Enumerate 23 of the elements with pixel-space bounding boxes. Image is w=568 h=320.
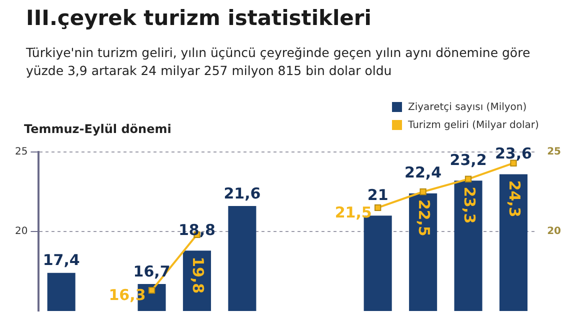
data-label: 24,3: [506, 180, 524, 218]
data-label: 17,4: [42, 251, 80, 270]
data-label: 19,8: [189, 256, 208, 294]
data-label: 21,6: [224, 184, 261, 202]
data-label: 22,4: [404, 164, 442, 182]
y-axis-title: Temmuz-Eylül dönemi: [24, 122, 172, 136]
y2-tick-label: 25: [547, 146, 562, 158]
point: [464, 176, 472, 182]
chart-title: III.çeyrek turizm istatistikleri: [26, 6, 372, 30]
data-label: 22,5: [415, 199, 434, 236]
data-label: 21,5: [334, 204, 372, 222]
legend-label: Turizm geliri (Milyar dolar): [408, 120, 539, 130]
data-label: 18,8: [178, 220, 216, 239]
point: [420, 188, 426, 196]
y2-tick-label: 20: [547, 226, 562, 238]
data-label: 21: [367, 186, 388, 204]
data-label: 23,6: [494, 144, 532, 163]
point: [374, 204, 382, 211]
data-label: 23,3: [460, 186, 478, 224]
data-label: 23,2: [450, 151, 487, 170]
chart-subtitle: Türkiye'nin turizm geliri, yılın üçüncü çeyreğinde geçen yılın aynı dönemine göre yüzde 3,9 artarak 24 milyar 257 milyon 815 bin dolar oldu: [26, 44, 532, 80]
point: [148, 287, 156, 294]
legend-label: Ziyaretçi sayısı (Milyon): [408, 102, 527, 112]
